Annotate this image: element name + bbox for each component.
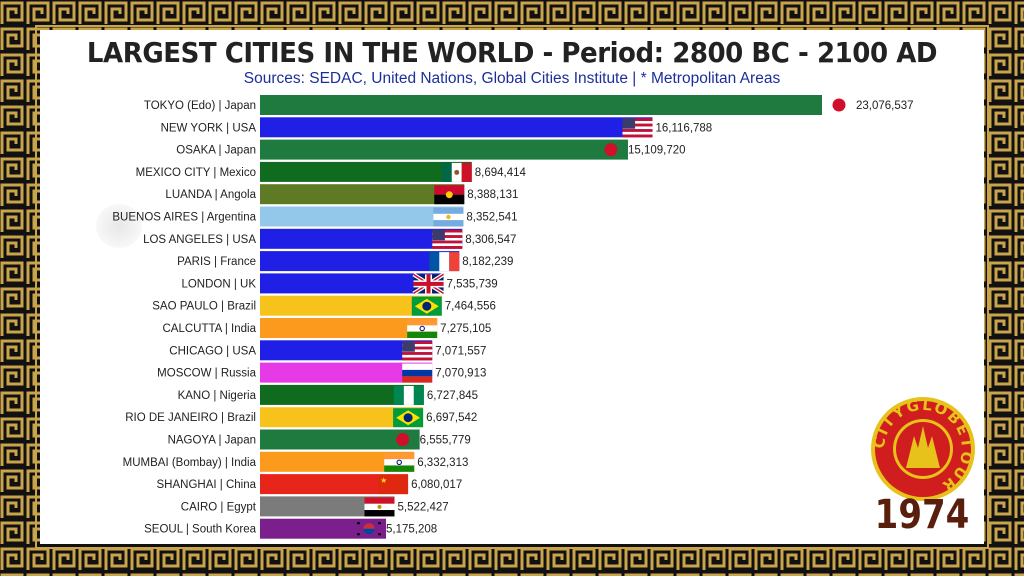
bar-value-label: 6,555,779 <box>420 435 471 447</box>
flag-brazil <box>393 408 424 428</box>
bar-category-label: CALCUTTA | India <box>162 323 256 335</box>
bar-category-label: MOSCOW | Russia <box>157 368 256 380</box>
bar <box>260 206 464 227</box>
bar-value-label: 6,697,542 <box>426 412 477 424</box>
bar <box>260 429 420 450</box>
bar-category-label: KANO | Nigeria <box>178 390 257 402</box>
flag-japan <box>396 433 410 446</box>
bar <box>260 518 387 539</box>
bar <box>260 451 415 472</box>
bar-category-label: BUENOS AIRES | Argentina <box>112 212 256 224</box>
bar-category-label: NEW YORK | USA <box>161 122 257 134</box>
bar-value-label: 7,071,557 <box>435 345 486 357</box>
bar-category-label: SEOUL | South Korea <box>144 524 256 536</box>
flag-india <box>384 452 415 472</box>
bar-value-label: 6,080,017 <box>411 479 462 491</box>
bar-value-label: 5,522,427 <box>397 501 448 513</box>
bar-category-label: LUANDA | Angola <box>165 189 256 201</box>
year-label: 1974 <box>874 492 970 538</box>
bar-value-label: 8,306,547 <box>465 234 516 246</box>
bar-category-label: MEXICO CITY | Mexico <box>136 167 256 179</box>
flag-argentina <box>433 207 464 227</box>
flag-mexico <box>441 162 472 182</box>
bar <box>260 251 460 272</box>
bar-value-label: 7,275,105 <box>440 323 491 335</box>
bar-category-label: CHICAGO | USA <box>169 345 256 357</box>
bar-category-label: SAO PAULO | Brazil <box>152 301 256 313</box>
bar <box>260 384 424 405</box>
bar-category-label: LOS ANGELES | USA <box>143 234 256 246</box>
bar-category-label: TOKYO (Edo) | Japan <box>144 100 256 112</box>
flag-russia <box>402 363 433 383</box>
bar <box>260 273 444 294</box>
bar-value-label: 7,070,913 <box>435 368 486 380</box>
flag-south-korea <box>357 522 382 536</box>
bar-value-label: 15,109,720 <box>628 145 686 157</box>
bar-category-label: PARIS | France <box>177 256 256 268</box>
bar-value-label: 8,182,239 <box>462 256 513 268</box>
bar <box>260 295 442 316</box>
bar <box>260 362 433 383</box>
flag-japan <box>604 143 618 157</box>
bar <box>260 95 822 115</box>
bar <box>260 474 409 495</box>
flag-angola <box>434 185 465 205</box>
bar <box>260 117 653 138</box>
flag-nigeria <box>393 385 424 405</box>
bar <box>260 318 438 338</box>
bar <box>260 184 465 205</box>
chart-title: LARGEST CITIES IN THE WORLD - Period: 28… <box>86 36 938 69</box>
flag-egypt <box>364 497 395 517</box>
cityglobetour-logo: CITYGLOBETOUR <box>870 396 975 501</box>
bar-category-label: LONDON | UK <box>181 278 256 290</box>
bar-category-label: CAIRO | Egypt <box>181 501 257 513</box>
bar-category-label: RIO DE JANEIRO | Brazil <box>125 412 256 424</box>
flag-india <box>407 319 438 338</box>
bar-category-label: MUMBAI (Bombay) | India <box>123 457 257 469</box>
bar <box>260 340 433 361</box>
bar <box>260 228 463 249</box>
bar-value-label: 7,535,739 <box>447 278 498 290</box>
bar-category-label: NAGOYA | Japan <box>168 435 256 447</box>
bar <box>260 407 424 428</box>
bar-value-label: 6,332,313 <box>417 457 468 469</box>
flag-usa <box>622 118 653 138</box>
flag-brazil <box>411 296 442 316</box>
flag-china: ★ <box>378 475 409 495</box>
svg-text:★: ★ <box>380 476 387 485</box>
bar-value-label: 7,464,556 <box>445 301 496 313</box>
bar <box>260 496 395 517</box>
chart-panel <box>40 30 984 544</box>
flag-france <box>429 252 460 272</box>
flag-uk <box>412 272 445 296</box>
bar <box>260 139 628 160</box>
bar-value-label: 6,727,845 <box>427 390 478 402</box>
bar-value-label: 23,076,537 <box>856 100 914 112</box>
bar <box>260 161 472 182</box>
blur-mark <box>96 204 142 248</box>
chart-subtitle: Sources: SEDAC, United Nations, Global C… <box>243 70 781 87</box>
flag-usa <box>402 341 433 361</box>
bar-value-label: 8,694,414 <box>475 167 527 179</box>
bar-value-label: 8,352,541 <box>466 212 517 224</box>
bar-value-label: 16,116,788 <box>656 122 713 134</box>
bar-value-label: 5,175,208 <box>386 524 437 536</box>
bar-value-label: 8,388,131 <box>467 189 518 201</box>
bar-category-label: OSAKA | Japan <box>176 145 256 157</box>
flag-japan <box>832 98 846 112</box>
bar-category-label: SHANGHAI | China <box>157 479 257 491</box>
flag-usa <box>432 229 463 249</box>
